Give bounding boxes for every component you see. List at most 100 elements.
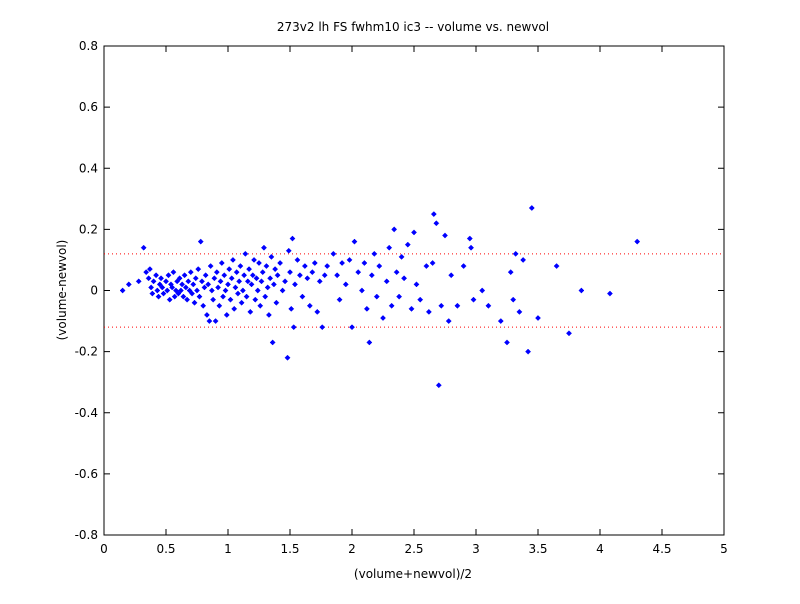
data-point bbox=[177, 287, 184, 294]
x-tick-label: 1 bbox=[224, 542, 232, 556]
data-point bbox=[135, 278, 142, 285]
data-point bbox=[159, 284, 166, 291]
data-point bbox=[206, 318, 213, 325]
data-point bbox=[184, 296, 191, 303]
data-point bbox=[296, 272, 303, 279]
data-point bbox=[182, 284, 189, 291]
data-point bbox=[304, 275, 311, 282]
data-point bbox=[373, 293, 380, 300]
data-point bbox=[336, 296, 343, 303]
data-point bbox=[211, 275, 218, 282]
x-tick-label: 3.5 bbox=[528, 542, 547, 556]
data-point bbox=[479, 287, 486, 294]
data-point bbox=[230, 256, 236, 263]
data-point bbox=[200, 302, 207, 309]
data-point bbox=[288, 305, 295, 312]
data-point bbox=[148, 284, 155, 291]
data-point bbox=[417, 296, 424, 303]
x-axis-label: (volume+newvol)/2 bbox=[354, 567, 472, 581]
data-point bbox=[339, 260, 346, 266]
data-point bbox=[468, 244, 474, 251]
data-point bbox=[292, 281, 298, 288]
data-point bbox=[376, 263, 383, 270]
data-point bbox=[516, 308, 523, 315]
data-point bbox=[228, 275, 235, 282]
y-tick-label: 0.2 bbox=[79, 222, 98, 236]
data-point bbox=[190, 281, 197, 288]
data-point bbox=[187, 269, 194, 276]
y-tick-label: -0.8 bbox=[75, 528, 98, 542]
x-tick-label: 1.5 bbox=[280, 542, 299, 556]
data-point bbox=[448, 272, 455, 279]
data-point bbox=[361, 260, 368, 266]
data-point bbox=[196, 293, 203, 300]
y-tick-label: -0.2 bbox=[75, 345, 98, 359]
data-point bbox=[223, 311, 230, 318]
data-point bbox=[289, 235, 296, 242]
data-point bbox=[442, 232, 448, 239]
data-point bbox=[525, 348, 532, 355]
data-point bbox=[207, 263, 214, 270]
data-point bbox=[226, 266, 233, 273]
data-point bbox=[316, 278, 323, 285]
data-point bbox=[189, 290, 195, 297]
data-point bbox=[284, 354, 291, 361]
data-point bbox=[398, 253, 405, 260]
data-point bbox=[355, 269, 362, 276]
data-point bbox=[404, 241, 411, 248]
data-point bbox=[195, 266, 202, 273]
data-point bbox=[208, 287, 215, 294]
data-point bbox=[268, 253, 275, 260]
data-point bbox=[227, 296, 234, 303]
data-point bbox=[528, 205, 535, 211]
data-point bbox=[171, 293, 178, 300]
data-point bbox=[218, 260, 225, 266]
x-tick-label: 3 bbox=[472, 542, 480, 556]
data-point bbox=[254, 287, 261, 294]
chart-title: 273v2 lh FS fwhm10 ic3 -- volume vs. new… bbox=[277, 20, 549, 34]
data-point bbox=[242, 250, 249, 257]
data-point bbox=[401, 275, 408, 282]
data-point bbox=[248, 281, 255, 288]
data-point bbox=[202, 272, 209, 279]
data-point bbox=[460, 263, 467, 270]
data-point bbox=[485, 302, 492, 309]
data-point bbox=[220, 293, 226, 300]
data-point bbox=[299, 293, 306, 300]
data-point bbox=[238, 299, 245, 306]
data-point bbox=[233, 269, 240, 276]
data-point bbox=[277, 260, 284, 266]
data-point bbox=[215, 284, 222, 291]
data-point bbox=[236, 278, 243, 285]
data-point bbox=[232, 284, 239, 291]
data-point bbox=[301, 263, 308, 270]
data-point bbox=[170, 269, 177, 276]
data-point bbox=[351, 238, 358, 245]
x-tick-label: 5 bbox=[720, 542, 728, 556]
data-point bbox=[246, 266, 253, 273]
data-point bbox=[249, 272, 256, 279]
data-point bbox=[634, 238, 641, 245]
data-point bbox=[222, 287, 229, 294]
data-point bbox=[411, 229, 417, 236]
data-point bbox=[566, 330, 572, 337]
data-point bbox=[321, 272, 328, 279]
data-point bbox=[267, 275, 274, 282]
data-point bbox=[435, 382, 442, 389]
data-point bbox=[234, 290, 241, 297]
data-point bbox=[140, 244, 147, 251]
data-point bbox=[413, 281, 420, 288]
data-point bbox=[212, 318, 219, 325]
data-point bbox=[169, 284, 176, 291]
data-point bbox=[438, 302, 445, 309]
data-point bbox=[334, 272, 341, 279]
data-point bbox=[181, 272, 188, 279]
data-point bbox=[241, 272, 248, 279]
data-point bbox=[201, 284, 208, 291]
data-point bbox=[391, 226, 398, 233]
y-tick-label: -0.6 bbox=[75, 467, 98, 481]
data-point bbox=[380, 315, 386, 321]
x-tick-label: 4.5 bbox=[652, 542, 671, 556]
data-point bbox=[265, 311, 272, 318]
